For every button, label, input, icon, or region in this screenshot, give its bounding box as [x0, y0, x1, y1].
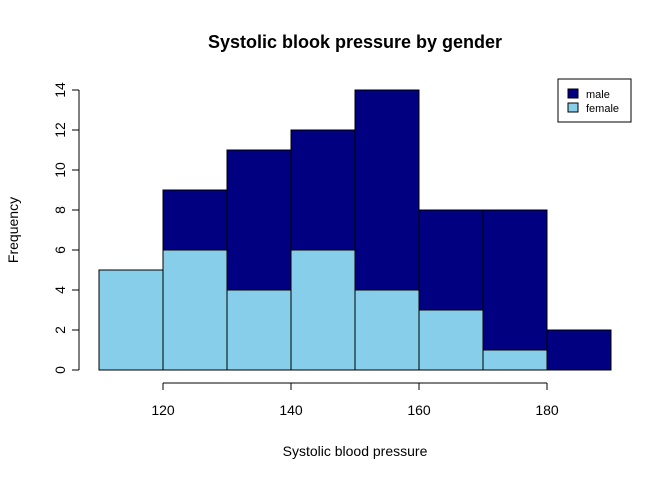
y-tick-label: 8 — [52, 206, 68, 214]
x-axis: 120 140 160 180 — [151, 382, 559, 418]
x-tick-label: 160 — [407, 402, 431, 418]
bar-female-160-170 — [418, 309, 484, 371]
x-axis-label: Systolic blood pressure — [283, 443, 428, 459]
x-tick-label: 140 — [279, 402, 303, 418]
bar-female-170-180 — [482, 349, 548, 371]
y-axis-label: Frequency — [5, 197, 21, 263]
legend-swatch-female — [567, 102, 579, 113]
y-tick-label: 10 — [52, 162, 68, 178]
y-tick-label: 12 — [52, 122, 68, 138]
bar-female-120-130 — [162, 249, 228, 371]
y-tick-label: 6 — [52, 246, 68, 254]
x-tick-label: 120 — [151, 402, 175, 418]
bar-female-110-120 — [98, 269, 164, 371]
y-tick-label: 4 — [52, 286, 68, 294]
bar-male-180-190 — [546, 329, 612, 371]
y-tick-label: 14 — [52, 82, 68, 98]
y-axis: 0 2 4 6 8 10 12 14 — [52, 82, 80, 374]
legend-label-female: female — [586, 103, 619, 115]
y-tick-label: 0 — [52, 366, 68, 374]
bar-female-130-140 — [226, 289, 292, 371]
legend: male female — [557, 78, 632, 123]
bar-male-170-180 — [482, 209, 548, 371]
bar-female-150-160 — [354, 289, 420, 371]
legend-swatch-male — [567, 88, 579, 99]
legend-label-male: male — [586, 89, 610, 101]
bars-group — [98, 89, 612, 371]
bar-female-140-150 — [290, 249, 356, 371]
legend-box — [557, 78, 632, 123]
y-tick-label: 2 — [52, 326, 68, 334]
chart-title: Systolic blook pressure by gender — [208, 32, 502, 52]
x-tick-label: 180 — [535, 402, 559, 418]
